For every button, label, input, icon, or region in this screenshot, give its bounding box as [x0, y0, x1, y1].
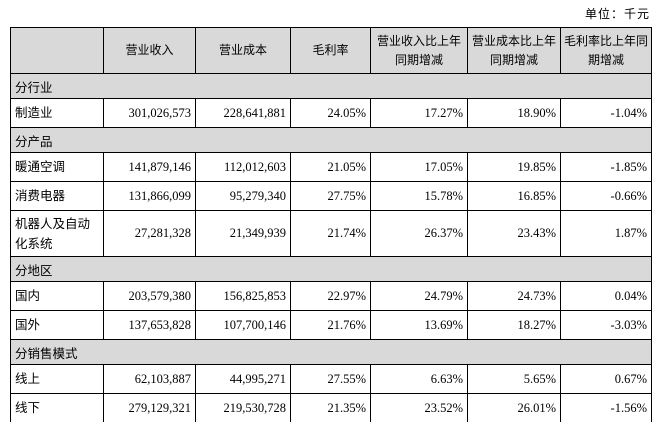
- column-header-gross-margin: 毛利率: [290, 27, 371, 74]
- cell-revenue: 137,653,828: [103, 310, 196, 340]
- column-header-margin-yoy: 毛利率比上年同 期增减: [560, 27, 652, 74]
- cell-revenue: 27,281,328: [103, 210, 196, 257]
- cell-revenue-yoy: 24.79%: [370, 281, 468, 311]
- section-row-sales-model: 分销售模式: [10, 339, 652, 365]
- cell-revenue-yoy: 26.37%: [370, 210, 468, 257]
- cell-cost: 44,995,271: [195, 364, 291, 394]
- cell-cost: 156,825,853: [195, 281, 291, 311]
- table-row-manufacturing: 制造业 301,026,573 228,641,881 24.05% 17.27…: [10, 98, 652, 128]
- row-label: 线下: [10, 393, 104, 422]
- cell-margin-yoy: 0.04%: [560, 281, 652, 311]
- column-header-cost: 营业成本: [195, 27, 291, 74]
- row-label: 暖通空调: [10, 152, 104, 182]
- cell-cost-yoy: 23.43%: [467, 210, 561, 257]
- cell-revenue-yoy: 6.63%: [370, 364, 468, 394]
- cell-margin-yoy: -0.66%: [560, 181, 652, 211]
- cell-cost: 112,012,603: [195, 152, 291, 182]
- cell-cost: 21,349,939: [195, 210, 291, 257]
- row-label: 机器人及自动化系统: [10, 210, 104, 257]
- column-header-revenue-yoy: 营业收入比上年 同期增减: [370, 27, 468, 74]
- cell-gross-margin: 22.97%: [290, 281, 371, 311]
- cell-gross-margin: 27.55%: [290, 364, 371, 394]
- cell-revenue-yoy: 23.52%: [370, 393, 468, 422]
- cell-cost: 219,530,728: [195, 393, 291, 422]
- row-label: 制造业: [10, 98, 104, 128]
- header-row: 营业收入 营业成本 毛利率 营业收入比上年 同期增减 营业成本比上年 同期增减 …: [10, 27, 652, 74]
- cell-revenue: 131,866,099: [103, 181, 196, 211]
- section-row-region: 分地区: [10, 256, 652, 282]
- cell-cost-yoy: 18.90%: [467, 98, 561, 128]
- cell-revenue: 279,129,321: [103, 393, 196, 422]
- cell-margin-yoy: -1.85%: [560, 152, 652, 182]
- segment-results-table: 营业收入 营业成本 毛利率 营业收入比上年 同期增减 营业成本比上年 同期增减 …: [10, 27, 652, 422]
- cell-gross-margin: 24.05%: [290, 98, 371, 128]
- cell-cost-yoy: 26.01%: [467, 393, 561, 422]
- section-label: 分地区: [10, 256, 652, 282]
- cell-revenue: 301,026,573: [103, 98, 196, 128]
- cell-revenue-yoy: 15.78%: [370, 181, 468, 211]
- cell-cost-yoy: 19.85%: [467, 152, 561, 182]
- section-label: 分产品: [10, 127, 652, 153]
- cell-margin-yoy: -3.03%: [560, 310, 652, 340]
- row-label: 国内: [10, 281, 104, 311]
- unit-label: 单位：千元: [584, 7, 650, 21]
- table-row-overseas: 国外 137,653,828 107,700,146 21.76% 13.69%…: [10, 310, 652, 340]
- cell-cost-yoy: 5.65%: [467, 364, 561, 394]
- cell-revenue-yoy: 13.69%: [370, 310, 468, 340]
- column-header-cost-yoy: 营业成本比上年 同期增减: [467, 27, 561, 74]
- table-row-offline: 线下 279,129,321 219,530,728 21.35% 23.52%…: [10, 393, 652, 422]
- cell-revenue: 62,103,887: [103, 364, 196, 394]
- cell-margin-yoy: -1.56%: [560, 393, 652, 422]
- table-row-domestic: 国内 203,579,380 156,825,853 22.97% 24.79%…: [10, 281, 652, 311]
- cell-gross-margin: 21.74%: [290, 210, 371, 257]
- section-label: 分销售模式: [10, 339, 652, 365]
- section-label: 分行业: [10, 73, 652, 99]
- row-label: 消费电器: [10, 181, 104, 211]
- table-row-online: 线上 62,103,887 44,995,271 27.55% 6.63% 5.…: [10, 364, 652, 394]
- cell-cost: 95,279,340: [195, 181, 291, 211]
- cell-cost: 107,700,146: [195, 310, 291, 340]
- cell-cost-yoy: 18.27%: [467, 310, 561, 340]
- cell-margin-yoy: -1.04%: [560, 98, 652, 128]
- cell-cost: 228,641,881: [195, 98, 291, 128]
- cell-gross-margin: 21.76%: [290, 310, 371, 340]
- cell-gross-margin: 21.05%: [290, 152, 371, 182]
- cell-margin-yoy: 1.87%: [560, 210, 652, 257]
- table-row-consumer-appliances: 消费电器 131,866,099 95,279,340 27.75% 15.78…: [10, 181, 652, 211]
- cell-gross-margin: 27.75%: [290, 181, 371, 211]
- cell-revenue: 141,879,146: [103, 152, 196, 182]
- cell-margin-yoy: 0.67%: [560, 364, 652, 394]
- column-header-revenue: 营业收入: [103, 27, 196, 74]
- row-label: 国外: [10, 310, 104, 340]
- section-row-industry: 分行业: [10, 73, 652, 99]
- cell-revenue: 203,579,380: [103, 281, 196, 311]
- cell-revenue-yoy: 17.05%: [370, 152, 468, 182]
- cell-gross-margin: 21.35%: [290, 393, 371, 422]
- cell-revenue-yoy: 17.27%: [370, 98, 468, 128]
- section-row-product: 分产品: [10, 127, 652, 153]
- cell-cost-yoy: 24.73%: [467, 281, 561, 311]
- cell-cost-yoy: 16.85%: [467, 181, 561, 211]
- table-row-hvac: 暖通空调 141,879,146 112,012,603 21.05% 17.0…: [10, 152, 652, 182]
- table-row-robotics-automation: 机器人及自动化系统 27,281,328 21,349,939 21.74% 2…: [10, 210, 652, 257]
- column-header-blank: [10, 27, 104, 74]
- row-label: 线上: [10, 364, 104, 394]
